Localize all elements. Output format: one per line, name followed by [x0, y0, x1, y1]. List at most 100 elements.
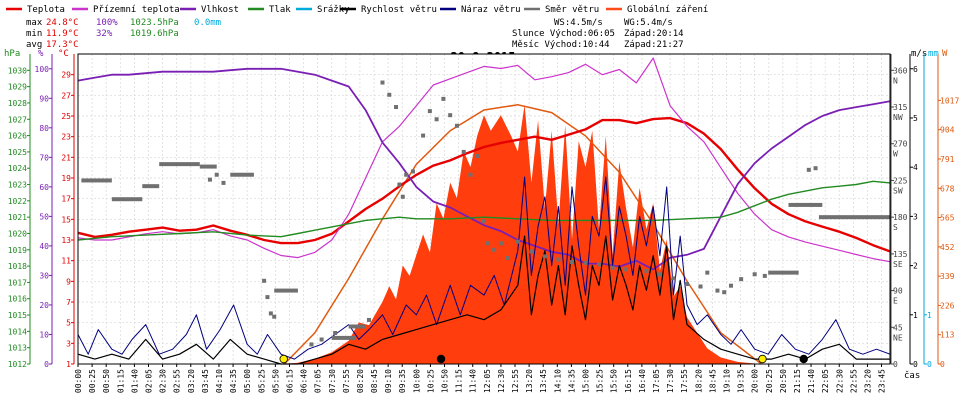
- wind-direction-segment-2: [142, 184, 160, 189]
- wind-direction-dot-38: [597, 262, 602, 267]
- unit-w: W: [942, 49, 948, 59]
- wind-direction-segment-4: [199, 164, 217, 169]
- axes: 1012101310141015101610171018101910201021…: [8, 53, 959, 393]
- wind-direction-dot-6: [272, 314, 277, 319]
- wind-direction-dot-44: [685, 282, 689, 287]
- x-tick-label-51: 21:15: [793, 369, 802, 393]
- x-tick-label-41: 17:05: [652, 369, 661, 393]
- x-tick-label-32: 13:20: [525, 369, 534, 393]
- wind-direction-dot-50: [739, 277, 744, 282]
- x-tick-label-40: 16:40: [638, 369, 647, 393]
- marker-sunrise: [279, 354, 288, 364]
- wind-direction-dot-32: [515, 239, 520, 244]
- humidity-axis-label-3: 30: [39, 271, 49, 280]
- temperature-axis-label-8: 17: [61, 195, 71, 204]
- x-tick-label-21: 08:45: [370, 369, 379, 393]
- unit-mm: mm: [928, 49, 939, 59]
- wind-direction-dot-33: [529, 249, 534, 254]
- x-tick-label-47: 19:35: [737, 369, 746, 393]
- x-tick-label-17: 07:05: [314, 369, 323, 393]
- x-tick-label-30: 12:30: [497, 369, 506, 393]
- direction-axis-label-7: 315: [893, 103, 908, 112]
- x-tick-label-16: 06:40: [300, 369, 309, 393]
- humidity-axis-label-1: 10: [39, 330, 49, 339]
- radiation-axis-label-6: 678: [940, 184, 955, 193]
- temperature-axis-label-4: 9: [66, 277, 71, 286]
- temperature-axis-label-6: 13: [61, 236, 71, 245]
- wind-direction-dot-29: [492, 247, 497, 252]
- wind-direction-dot-20: [434, 117, 439, 122]
- legend-label-2: Vlhkost: [201, 5, 239, 15]
- temperature-axis-label-9: 19: [61, 174, 71, 183]
- pressure-axis-label-9: 1021: [8, 213, 27, 222]
- marker-moonrise: [436, 354, 446, 364]
- stat-max-rain: 0.0mm: [194, 18, 221, 28]
- series-lines: [77, 57, 891, 365]
- pressure-axis-label-5: 1017: [8, 278, 27, 287]
- pressure-axis-label-17: 1029: [8, 83, 27, 92]
- x-tick-label-0: 00:00: [74, 369, 83, 393]
- wind-direction-dot-21: [441, 96, 446, 101]
- humidity-axis-label-5: 50: [39, 212, 49, 221]
- wind-direction-segment-8: [348, 324, 366, 329]
- legend-label-8: Globální záření: [627, 5, 708, 15]
- x-tick-label-23: 09:35: [398, 369, 407, 393]
- clear-sky-curve: [283, 104, 762, 365]
- legend-label-7: Směr větru: [545, 5, 599, 15]
- x-tick-label-52: 21:40: [807, 369, 816, 393]
- legend-label-0: Teplota: [27, 5, 65, 15]
- wind-direction-dot-47: [715, 288, 720, 293]
- x-tick-label-29: 12:05: [483, 369, 492, 393]
- stat-min-temp: 11.9°C: [46, 29, 79, 39]
- direction-axis-label-4: 180: [893, 213, 908, 222]
- rain-axis-label-0: 0: [927, 360, 932, 369]
- wind-direction-dot-42: [657, 272, 662, 277]
- info-wg: WG:5.4m/s: [624, 18, 673, 28]
- rain-axis-label-1: 1: [927, 311, 932, 320]
- x-tick-label-4: 01:40: [130, 369, 139, 393]
- humidity-axis-label-9: 90: [39, 94, 49, 103]
- legend: Teplota Přízemní teplota Vlhkost Tlak Srážky…: [6, 5, 708, 15]
- stat-min-hum: 32%: [96, 29, 113, 39]
- x-tick-label-39: 16:15: [624, 369, 633, 393]
- humidity-axis-label-7: 70: [39, 153, 49, 162]
- x-tick-label-25: 10:25: [426, 369, 435, 393]
- info-moon: Měsíc Východ:10:44: [512, 40, 610, 50]
- wind-direction-dot-37: [583, 260, 588, 265]
- x-tick-label-50: 20:50: [779, 369, 788, 393]
- wind-direction-dot-53: [806, 167, 811, 172]
- series-line-2: [77, 67, 891, 271]
- wind-speed-axis-label-5: 5: [913, 114, 918, 123]
- info-sun-set: Západ:20:14: [624, 29, 684, 39]
- pressure-axis-label-13: 1025: [8, 148, 27, 157]
- x-tick-label-49: 20:25: [765, 369, 774, 393]
- wind-direction-segment-5: [230, 172, 254, 177]
- pressure-axis-label-2: 1014: [8, 327, 27, 336]
- stat-max-temp: 24.8°C: [46, 18, 79, 28]
- wind-direction-dot-48: [722, 290, 727, 295]
- wind-direction-dot-40: [624, 267, 629, 272]
- x-tick-label-57: 23:45: [878, 369, 887, 393]
- humidity-axis-label-0: 0: [44, 360, 49, 369]
- x-tick-label-55: 22:55: [849, 369, 858, 393]
- x-tick-label-36: 15:00: [582, 369, 591, 393]
- radiation-axis-label-8: 904: [940, 126, 955, 135]
- legend-label-3: Tlak: [269, 5, 291, 15]
- direction-axis-sublabel-8: N: [893, 76, 898, 85]
- x-tick-label-7: 02:55: [173, 369, 182, 393]
- wind-direction-dot-39: [610, 265, 615, 270]
- wind-direction-dot-15: [400, 194, 405, 199]
- direction-axis-sublabel-4: S: [893, 223, 898, 232]
- x-tick-label-14: 05:50: [271, 369, 280, 393]
- legend-label-6: Náraz větru: [461, 5, 521, 15]
- wind-direction-dots: [81, 80, 890, 347]
- direction-axis-sublabel-6: W: [893, 150, 898, 159]
- stat-min-press: 1019.6hPa: [130, 29, 179, 39]
- axis-units: hPa % °C m/s mm W čas: [4, 49, 948, 381]
- direction-axis-sublabel-1: NE: [893, 333, 903, 342]
- x-tick-label-54: 22:30: [835, 369, 844, 393]
- x-tick-label-42: 17:30: [666, 369, 675, 393]
- x-tick-label-43: 17:55: [680, 369, 689, 393]
- pressure-axis-label-7: 1019: [8, 246, 27, 255]
